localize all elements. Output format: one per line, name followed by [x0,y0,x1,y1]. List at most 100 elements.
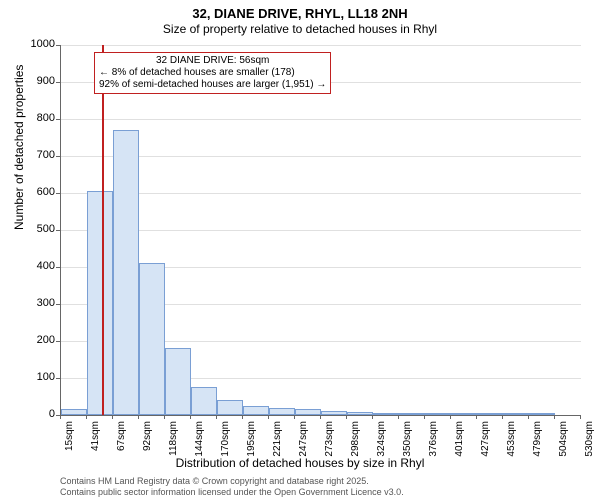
ytick-mark [56,119,60,120]
histogram-bar [269,408,295,415]
xtick-mark [112,415,113,419]
xtick-label: 324sqm [376,421,387,461]
xtick-mark [164,415,165,419]
xtick-mark [138,415,139,419]
yaxis-title: Number of detached properties [12,65,26,230]
xtick-label: 221sqm [272,421,283,461]
xtick-mark [580,415,581,419]
xtick-label: 67sqm [116,421,127,461]
xtick-mark [424,415,425,419]
annotation-line: ← 8% of detached houses are smaller (178… [99,67,326,79]
ytick-label: 300 [15,297,55,309]
xtick-label: 350sqm [402,421,413,461]
xtick-label: 479sqm [532,421,543,461]
histogram-bar [243,406,269,415]
xtick-label: 376sqm [428,421,439,461]
xtick-mark [450,415,451,419]
chart-title: 32, DIANE DRIVE, RHYL, LL18 2NH [0,6,600,21]
xtick-mark [398,415,399,419]
histogram-bar [373,413,399,415]
marker-line [102,45,104,415]
xtick-mark [242,415,243,419]
ytick-mark [56,156,60,157]
xtick-label: 144sqm [194,421,205,461]
xtick-mark [554,415,555,419]
xtick-label: 118sqm [168,421,179,461]
xtick-label: 273sqm [324,421,335,461]
histogram-bar [477,413,503,415]
ytick-label: 700 [15,149,55,161]
gridline [61,230,581,231]
chart-subtitle: Size of property relative to detached ho… [0,22,600,36]
ytick-label: 900 [15,75,55,87]
histogram-bar [321,411,347,415]
xaxis-title: Distribution of detached houses by size … [0,456,600,470]
ytick-mark [56,82,60,83]
xtick-label: 504sqm [558,421,569,461]
xtick-label: 298sqm [350,421,361,461]
xtick-mark [476,415,477,419]
plot-area [60,45,581,416]
xtick-mark [320,415,321,419]
ytick-label: 200 [15,334,55,346]
xtick-label: 92sqm [142,421,153,461]
xtick-mark [294,415,295,419]
ytick-label: 800 [15,112,55,124]
xtick-label: 247sqm [298,421,309,461]
annotation-line: 32 DIANE DRIVE: 56sqm [99,55,326,67]
histogram-bar [425,413,451,415]
histogram-bar [503,413,529,415]
xtick-mark [216,415,217,419]
xtick-mark [372,415,373,419]
annotation-box: 32 DIANE DRIVE: 56sqm← 8% of detached ho… [94,52,331,94]
xtick-label: 453sqm [506,421,517,461]
xtick-label: 15sqm [64,421,75,461]
xtick-mark [86,415,87,419]
gridline [61,193,581,194]
histogram-bar [61,409,87,415]
histogram-bar [165,348,191,415]
xtick-mark [346,415,347,419]
ytick-mark [56,304,60,305]
histogram-bar [139,263,165,415]
xtick-mark [60,415,61,419]
footer-line-2: Contains public sector information licen… [60,487,404,498]
xtick-mark [190,415,191,419]
xtick-label: 401sqm [454,421,465,461]
annotation-line: 92% of semi-detached houses are larger (… [99,79,326,91]
ytick-label: 100 [15,371,55,383]
histogram-bar [87,191,113,415]
xtick-mark [528,415,529,419]
xtick-label: 195sqm [246,421,257,461]
histogram-bar [191,387,217,415]
histogram-bar [529,413,555,415]
ytick-mark [56,267,60,268]
gridline [61,156,581,157]
xtick-mark [268,415,269,419]
histogram-bar [113,130,139,415]
ytick-label: 0 [15,408,55,420]
histogram-bar [217,400,243,415]
xtick-label: 530sqm [584,421,595,461]
histogram-bar [347,412,373,415]
footer-line-1: Contains HM Land Registry data © Crown c… [60,476,404,487]
gridline [61,45,581,46]
ytick-label: 1000 [15,38,55,50]
xtick-label: 41sqm [90,421,101,461]
ytick-mark [56,230,60,231]
gridline [61,119,581,120]
xtick-mark [502,415,503,419]
histogram-bar [295,409,321,415]
xtick-label: 170sqm [220,421,231,461]
chart-container: 32, DIANE DRIVE, RHYL, LL18 2NH Size of … [0,0,600,500]
histogram-bar [399,413,425,415]
ytick-mark [56,45,60,46]
xtick-label: 427sqm [480,421,491,461]
ytick-label: 400 [15,260,55,272]
ytick-mark [56,378,60,379]
chart-footer: Contains HM Land Registry data © Crown c… [60,476,404,498]
ytick-label: 500 [15,223,55,235]
histogram-bar [451,413,477,415]
ytick-label: 600 [15,186,55,198]
ytick-mark [56,193,60,194]
